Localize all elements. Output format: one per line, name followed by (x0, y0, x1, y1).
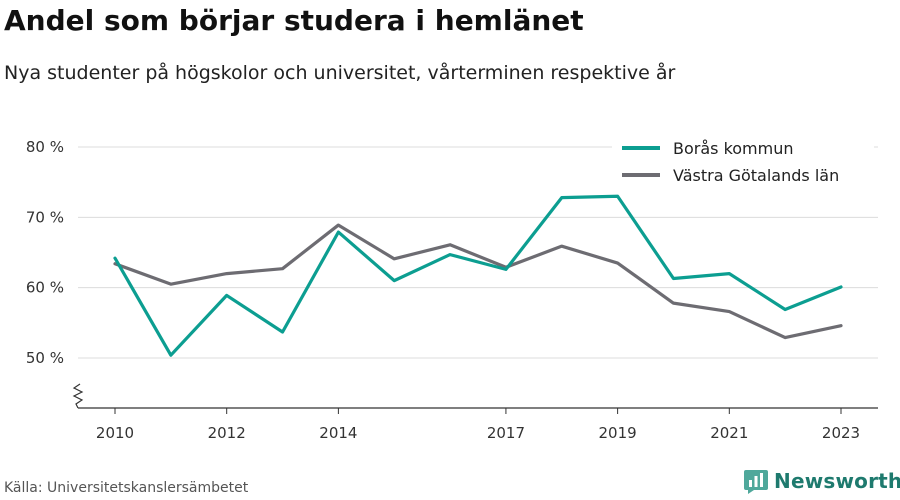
axis-break-icon (72, 383, 84, 409)
series-line (113, 223, 843, 340)
legend-label: Västra Götalands län (673, 166, 839, 185)
x-tick-label: 2021 (710, 424, 748, 442)
series-line (113, 194, 843, 357)
series-lines (113, 194, 843, 357)
legend: Borås kommun Västra Götalands län (612, 134, 874, 190)
newsworthy-logo: Newsworthy (744, 468, 900, 494)
x-tick-label: 2010 (96, 424, 134, 442)
bar-chart-icon (744, 470, 768, 494)
y-tick-label: 50 % (26, 349, 64, 367)
y-tick-label: 80 % (26, 138, 64, 156)
legend-background (612, 134, 874, 190)
axes: 50 % 60 % 70 % 80 % 2010 2012 2014 2017 2019 2021… (26, 138, 878, 442)
x-tick-label: 2012 (208, 424, 246, 442)
legend-label: Borås kommun (673, 139, 794, 158)
y-tick-label: 60 % (26, 279, 64, 297)
x-tick-label: 2014 (319, 424, 357, 442)
x-tick-label: 2017 (487, 424, 525, 442)
source-note: Källa: Universitetskanslersämbetet (4, 480, 249, 496)
x-tick-label: 2023 (822, 424, 860, 442)
y-tick-label: 70 % (26, 208, 64, 226)
x-tick-label: 2019 (599, 424, 637, 442)
chart-subtitle: Nya studenter på högskolor och universit… (4, 62, 676, 84)
chart-title: Andel som börjar studera i hemlänet (4, 4, 584, 37)
brand-name: Newsworthy (774, 469, 900, 493)
